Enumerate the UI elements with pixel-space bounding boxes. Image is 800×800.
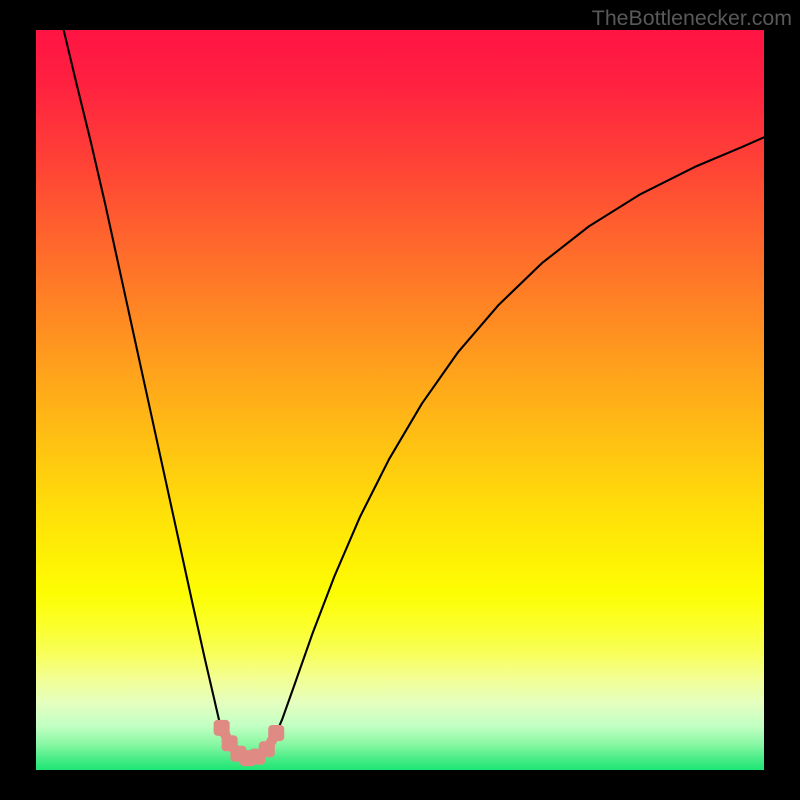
- watermark-text: TheBottlenecker.com: [592, 6, 792, 31]
- chart-frame: TheBottlenecker.com: [0, 0, 800, 800]
- trough-marker: [214, 720, 230, 736]
- plot-svg: [36, 30, 764, 770]
- gradient-background: [36, 30, 764, 770]
- trough-marker: [268, 725, 284, 741]
- trough-marker: [259, 741, 275, 757]
- plot-area: [36, 30, 764, 770]
